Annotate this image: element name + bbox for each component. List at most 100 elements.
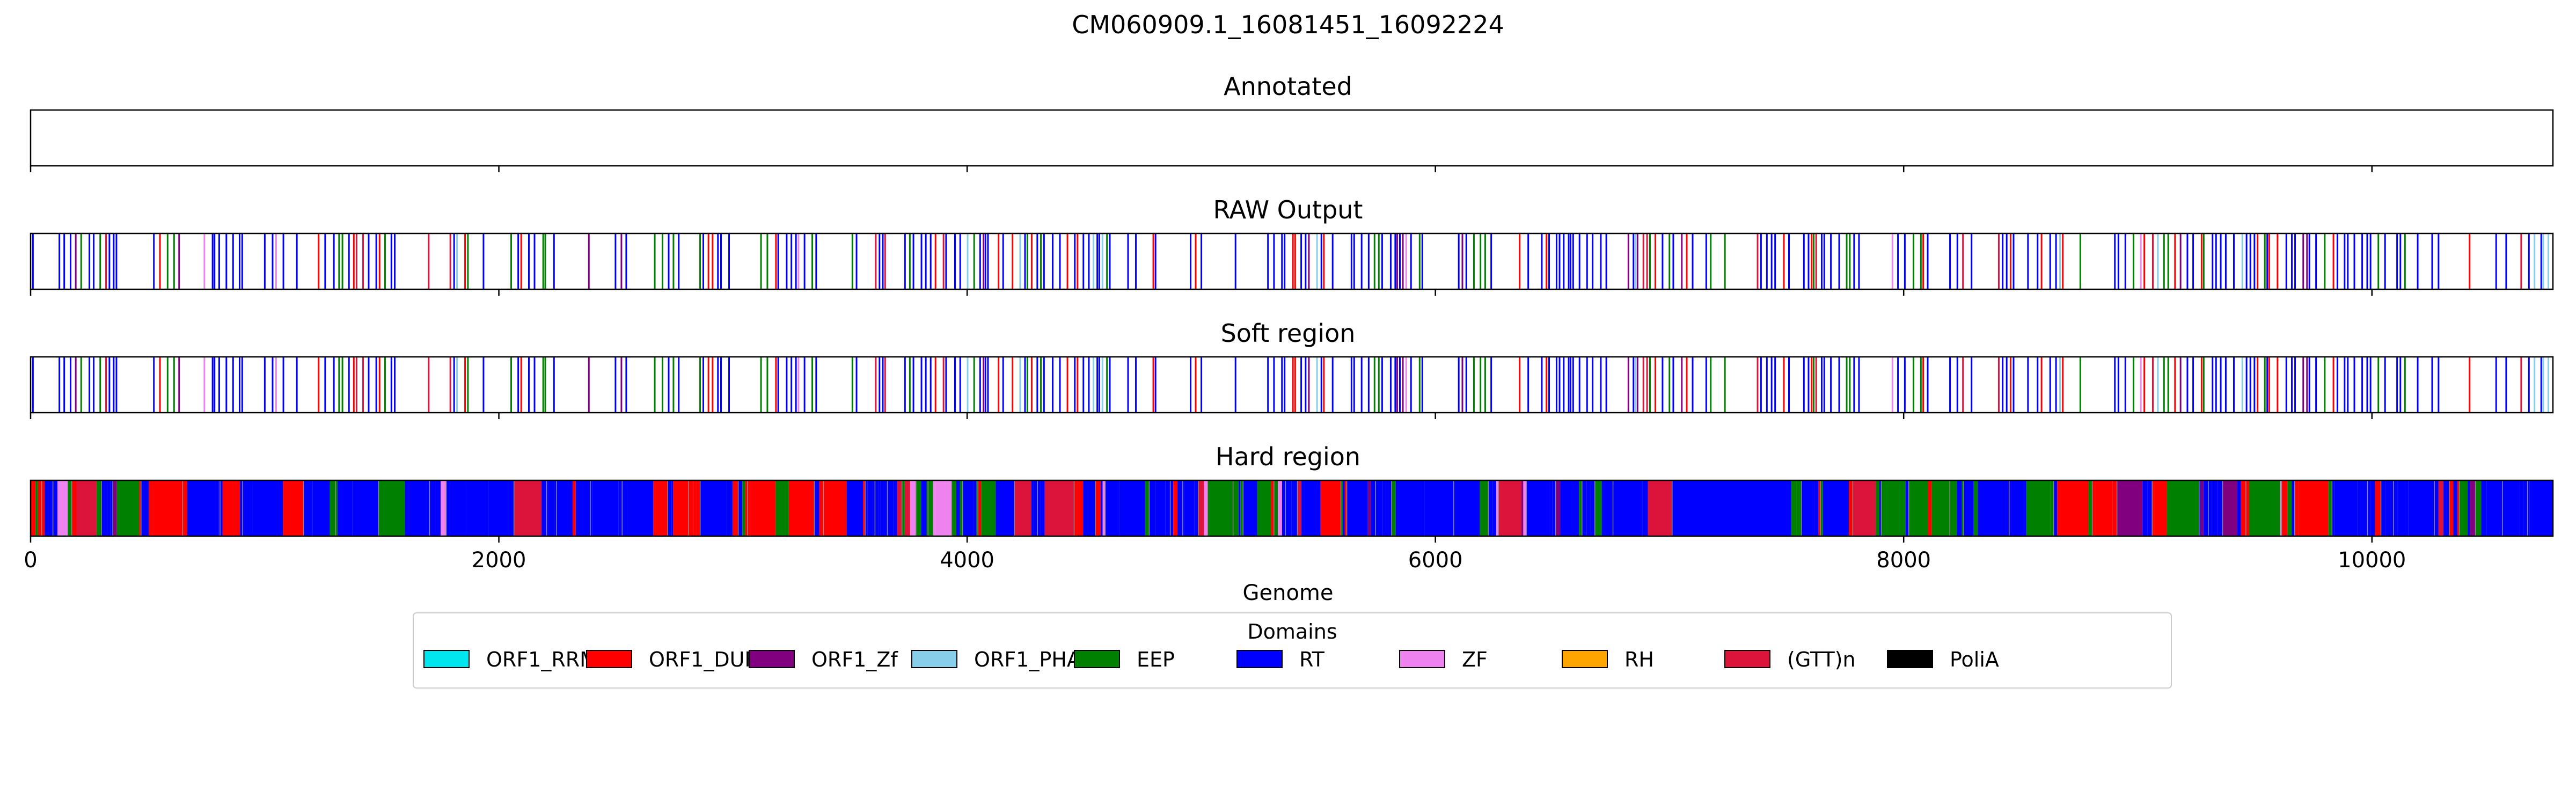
domain-block — [1194, 480, 1198, 536]
domain-block — [573, 480, 576, 536]
domain-block — [1498, 480, 1522, 536]
domain-block — [2280, 480, 2282, 536]
domain-block — [2200, 480, 2204, 536]
domain-block — [1496, 480, 1499, 536]
domain-block — [867, 480, 873, 536]
track-2: Soft region — [30, 319, 2554, 419]
domain-block — [1182, 480, 1184, 536]
domain-block — [2294, 480, 2299, 536]
domain-block — [653, 480, 668, 536]
domain-block — [2222, 480, 2237, 536]
domain-block — [816, 480, 819, 536]
legend-item: RT — [1236, 648, 1325, 671]
domain-block — [1801, 480, 1814, 536]
domain-block — [2237, 480, 2241, 536]
domain-block — [902, 480, 905, 536]
domain-block — [2287, 480, 2292, 536]
legend-item: ORF1_DUF — [586, 648, 756, 671]
legend-label: ORF1_PHA — [974, 648, 1081, 671]
x-axis-label: Genome — [1242, 581, 1333, 605]
domain-block — [788, 480, 815, 536]
domain-block — [819, 480, 824, 536]
domain-block — [904, 480, 910, 536]
legend-item: EEP — [1074, 648, 1175, 671]
domain-block — [1198, 480, 1204, 536]
domain-block — [1382, 480, 1388, 536]
domain-block — [2370, 480, 2375, 536]
domain-block — [1371, 480, 1375, 536]
domain-block — [2334, 480, 2358, 536]
domain-block — [1818, 480, 1821, 536]
track-frame — [30, 356, 2554, 414]
domain-block — [2408, 480, 2435, 536]
domain-block — [1908, 480, 1928, 536]
domain-block — [187, 480, 219, 536]
domain-block — [240, 480, 243, 536]
legend-swatch — [911, 650, 957, 668]
domain-block — [1184, 480, 1195, 536]
legend-label: EEP — [1137, 648, 1175, 671]
domain-block — [222, 480, 240, 536]
domain-block — [1586, 480, 1591, 536]
domain-block — [2481, 480, 2487, 536]
track-frame — [30, 232, 2554, 290]
legend-items: ORF1_RRM ORF1_DUF ORF1_Zf ORF1_PHA EEP RT ZF RH… — [423, 648, 1999, 671]
x-tick-label: 10000 — [2338, 548, 2406, 573]
domain-block — [1301, 480, 1321, 536]
domain-block — [622, 480, 627, 536]
domain-block — [352, 480, 379, 536]
domain-block — [1238, 480, 1241, 536]
domain-block — [2475, 480, 2482, 536]
domain-block — [53, 480, 58, 536]
x-tick-label: 2000 — [472, 548, 526, 573]
track-frame — [30, 109, 2554, 167]
domain-block — [592, 480, 619, 536]
domain-block — [283, 480, 304, 536]
domain-block — [742, 480, 745, 536]
domain-block — [2375, 480, 2381, 536]
domain-block — [1642, 480, 1648, 536]
domain-block — [823, 480, 847, 536]
domain-block — [1044, 480, 1074, 536]
track-title: Soft region — [1221, 319, 1356, 348]
domain-block — [1293, 480, 1298, 536]
domain-block — [2390, 480, 2394, 536]
domain-block — [933, 480, 935, 536]
domain-block — [2199, 480, 2201, 536]
domain-block — [1155, 480, 1166, 536]
domain-block — [1853, 480, 1876, 536]
domain-block — [962, 480, 974, 536]
domain-block — [1492, 480, 1497, 536]
legend-item: ORF1_PHA — [911, 648, 1081, 671]
domain-block — [880, 480, 888, 536]
domain-block — [488, 480, 514, 536]
domain-block — [976, 480, 978, 536]
domain-block — [1034, 480, 1038, 536]
domain-block — [618, 480, 623, 536]
domain-block — [2117, 480, 2143, 536]
domain-block — [1488, 480, 1492, 536]
domain-block — [2212, 480, 2218, 536]
track-1: RAW Output — [30, 195, 2554, 296]
domain-block — [1375, 480, 1383, 536]
domain-block — [1119, 480, 1145, 536]
legend-swatch — [423, 650, 470, 668]
domain-block — [952, 480, 956, 536]
domain-block — [557, 480, 573, 536]
domain-block — [921, 480, 927, 536]
domain-block — [738, 480, 743, 536]
x-tick-label: 6000 — [1408, 548, 1463, 573]
domain-block — [110, 480, 113, 536]
domain-block — [405, 480, 430, 536]
domain-block — [1031, 480, 1034, 536]
domain-block — [978, 480, 982, 536]
domain-block — [545, 480, 547, 536]
legend-item: ORF1_Zf — [749, 648, 898, 671]
domain-block — [1424, 480, 1454, 536]
domain-block — [1149, 480, 1155, 536]
domain-block — [2009, 480, 2026, 536]
domain-block — [2147, 480, 2153, 536]
domain-block — [733, 480, 738, 536]
domain-block — [1391, 480, 1396, 536]
domain-block — [2385, 480, 2390, 536]
